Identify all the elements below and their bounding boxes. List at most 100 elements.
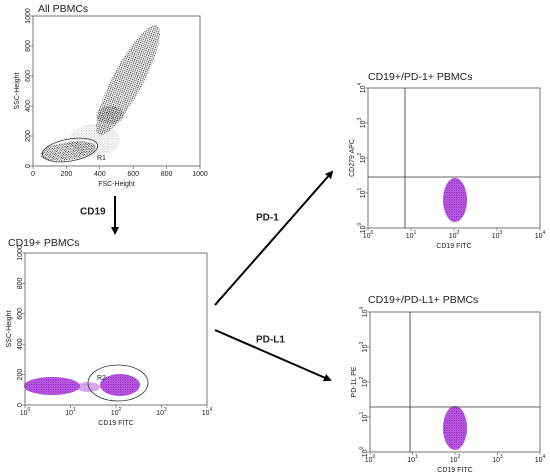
tick-label: 1000	[17, 245, 24, 261]
tick-label: 100	[20, 407, 31, 417]
tick-base: 10	[535, 233, 543, 240]
tick-label: 103	[357, 117, 367, 128]
tick-base: 10	[360, 190, 367, 198]
tick-label: 102	[359, 376, 369, 387]
tick-label: 200	[61, 171, 73, 178]
tick-label: 104	[359, 306, 369, 317]
tick-label: 102	[449, 230, 460, 240]
y-axis-label: SSC-Height	[14, 72, 21, 109]
tick-sup: 4	[543, 454, 546, 460]
tick-label: 101	[406, 230, 417, 240]
cell-cloud	[443, 406, 467, 450]
y-axis-label: CD279 APC	[349, 139, 356, 177]
tick-sup: 2	[119, 407, 122, 413]
tick-sup: 1	[359, 411, 365, 414]
plot-box	[32, 15, 201, 167]
tick-base: 10	[202, 410, 210, 417]
tick-sup: 2	[458, 454, 461, 460]
y-axis-label: PD-1L PE	[351, 366, 358, 397]
arrow-label: PD-L1	[256, 335, 285, 346]
tick-label: 0	[17, 403, 24, 407]
tick-base: 10	[363, 233, 371, 240]
tick-label: 102	[111, 407, 122, 417]
tick-sup: 2	[457, 230, 460, 236]
y-axis-label: SSC-Height	[6, 310, 13, 347]
tick-label: 101	[357, 187, 367, 198]
tick-base: 10	[492, 233, 500, 240]
tick-base: 10	[65, 410, 73, 417]
tick-sup: 3	[357, 117, 363, 120]
tick-sup: 3	[359, 341, 365, 344]
cell-cloud	[24, 374, 140, 396]
gate-label: R2	[97, 375, 106, 382]
tick-base: 10	[449, 233, 457, 240]
tick-label: 0	[31, 171, 35, 178]
tick-label: 0	[25, 164, 32, 168]
tick-label: 104	[535, 454, 546, 464]
arrow	[214, 170, 334, 306]
tick-sup: 1	[357, 187, 363, 190]
arrow-label: PD-1	[256, 213, 279, 224]
cell-cloud	[443, 178, 467, 222]
tick-base: 10	[365, 457, 373, 464]
tick-base: 10	[406, 233, 414, 240]
tick-label: 1000	[25, 8, 32, 24]
tick-label: 104	[357, 82, 367, 93]
tick-label: 400	[94, 171, 106, 178]
tick-label: 800	[161, 171, 173, 178]
tick-label: 103	[359, 341, 369, 352]
tick-sup: 4	[210, 407, 213, 413]
panel-title: CD19+ PBMCs	[8, 237, 79, 249]
gate	[87, 364, 149, 402]
tick-sup: 3	[164, 407, 167, 413]
tick-label: 100	[359, 446, 369, 457]
tick-base: 10	[362, 449, 369, 457]
tick-label: 103	[492, 454, 503, 464]
tick-base: 10	[450, 457, 458, 464]
x-axis-label: CD19 FITC	[98, 420, 133, 427]
tick-label: 101	[359, 411, 369, 422]
tick-sup: 0	[371, 230, 374, 236]
tick-base: 10	[156, 410, 164, 417]
tick-sup: 2	[357, 152, 363, 155]
tick-base: 10	[535, 457, 543, 464]
tick-label: 102	[450, 454, 461, 464]
tick-base: 10	[111, 410, 119, 417]
tick-label: 100	[363, 230, 374, 240]
tick-sup: 0	[28, 407, 31, 413]
tick-label: 101	[65, 407, 76, 417]
tick-label: 400	[17, 338, 24, 350]
tick-base: 10	[492, 457, 500, 464]
tick-base: 10	[407, 457, 415, 464]
tick-sup: 0	[373, 454, 376, 460]
tick-sup: 0	[359, 446, 365, 449]
tick-base: 10	[360, 85, 367, 93]
tick-label: 800	[25, 40, 32, 52]
tick-base: 10	[20, 410, 28, 417]
tick-label: 102	[357, 152, 367, 163]
tick-label: 101	[407, 454, 418, 464]
panel-title: CD19+/PD-1+ PBMCs	[368, 71, 472, 83]
tick-sup: 1	[415, 454, 418, 460]
tick-base: 10	[362, 309, 369, 317]
tick-base: 10	[360, 120, 367, 128]
tick-label: 100	[357, 222, 367, 233]
gate-label: R1	[97, 155, 106, 162]
tick-sup: 4	[357, 82, 363, 85]
panel-title: All PBMCs	[38, 3, 88, 15]
tick-label: 104	[202, 407, 213, 417]
tick-sup: 0	[357, 222, 363, 225]
tick-label: 100	[365, 454, 376, 464]
x-axis-label: FSC-Height	[98, 181, 135, 188]
tick-label: 600	[17, 308, 24, 320]
tick-label: 200	[25, 130, 32, 142]
tick-base: 10	[362, 414, 369, 422]
tick-label: 1000	[192, 171, 208, 178]
tick-sup: 4	[543, 230, 546, 236]
arrow-label: CD19	[80, 207, 106, 218]
tick-label: 200	[17, 369, 24, 381]
tick-base: 10	[362, 344, 369, 352]
tick-sup: 1	[414, 230, 417, 236]
arrow	[214, 329, 332, 382]
